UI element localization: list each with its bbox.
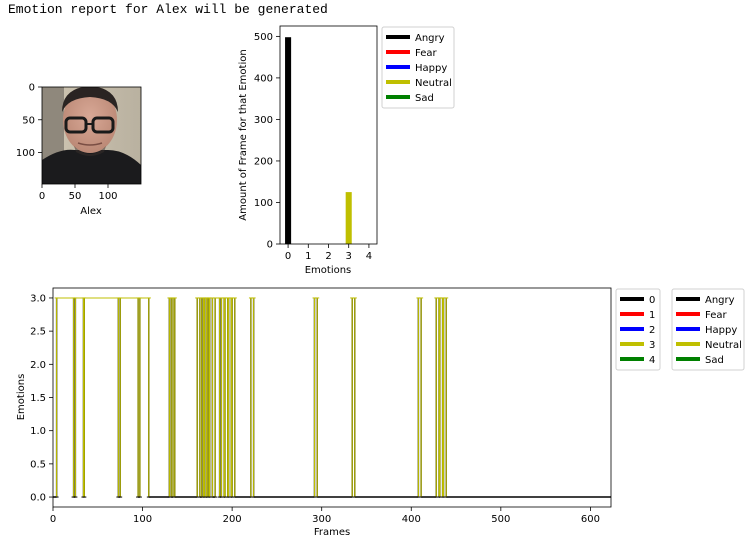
bar-legend-label: Happy [415,63,447,74]
series-angry-line [53,298,611,498]
bar-y-tick-label: 300 [254,115,273,126]
bar-chart-y-ticks: 0 100 200 300 400 500 [254,32,280,251]
timeline-xlabel: Frames [314,527,350,538]
timeline-series [53,297,611,498]
timeline-legend-emotions-label: Neutral [705,340,742,351]
face-image-xlabel: Alex [80,206,102,217]
timeline-y-tick-label: 1.0 [30,426,46,437]
face-image-panel: 0 50 100 0 50 100 Alex [16,83,142,217]
face-y-tick-label: 50 [22,115,35,126]
timeline-y-tick-label: 0.0 [30,493,46,504]
emotion-bar-chart: 0 1 2 3 4 0 100 200 300 400 500 Emotions Amount o… [238,25,455,276]
face-x-tick-label: 0 [39,191,45,202]
bar-legend-box [381,26,455,109]
timeline-x-tick-label: 500 [491,514,510,525]
bar-x-tick-label: 3 [346,251,352,262]
timeline-y-tick-label: 2.0 [30,360,46,371]
timeline-legend-emotions-label: Sad [705,355,724,366]
timeline-legend-emotions-label: Happy [705,325,737,336]
timeline-y-tick-label: 0.5 [30,459,46,470]
face-y-tick-label: 0 [29,83,35,94]
bar-y-tick-label: 200 [254,156,273,167]
report-title: Emotion report for Alex will be generate… [8,2,328,17]
bar-x-tick-label: 0 [285,251,291,262]
bar-y-tick-label: 0 [267,240,273,251]
bar-neutral [345,192,352,244]
timeline-ylabel: Emotions [16,374,27,421]
timeline-legend-values-label: 3 [649,340,655,351]
timeline-x-tick-label: 100 [133,514,152,525]
timeline-x-ticks: 0 100 200 300 400 500 600 [50,507,600,525]
timeline-x-tick-label: 300 [312,514,331,525]
timeline-chart-frame [52,287,612,508]
bar-x-tick-label: 1 [305,251,311,262]
face-image-ticks: 0 50 100 0 50 100 [16,83,118,203]
emotion-timeline-chart: 0 100 200 300 400 500 600 0.0 0.5 1.0 1.5 2.0 2.5 3.… [16,287,745,538]
face-y-tick-label: 100 [16,148,35,159]
bar-y-tick-label: 500 [254,32,273,43]
bar-chart-frame [279,25,378,245]
face-image-frame [41,86,142,185]
face-photo [42,87,141,184]
bar-legend-label: Angry [415,33,445,44]
bar-y-tick-label: 400 [254,73,273,84]
timeline-x-tick-label: 600 [581,514,600,525]
bar-legend-label: Neutral [415,78,452,89]
timeline-y-tick-label: 1.5 [30,393,46,404]
timeline-legend-emotions-label: Angry [705,295,735,306]
timeline-x-tick-label: 200 [223,514,242,525]
bar-legend-label: Sad [415,93,434,104]
bar-x-tick-label: 2 [325,251,331,262]
timeline-y-ticks: 0.0 0.5 1.0 1.5 2.0 2.5 3.0 [30,293,53,504]
timeline-legend-emotions-box [671,288,745,371]
timeline-x-tick-label: 0 [50,514,56,525]
timeline-legend-values: 0 1 2 3 4 [615,288,661,371]
timeline-y-tick-label: 3.0 [30,293,46,304]
bar-chart-legend: Angry Fear Happy Neutral Sad [381,26,455,109]
timeline-legend-values-label: 1 [649,310,655,321]
bar-legend-label: Fear [415,48,437,59]
face-x-tick-label: 50 [69,191,82,202]
bar-x-tick-label: 4 [366,251,372,262]
bar-angry [285,37,292,245]
bar-y-tick-label: 100 [254,198,273,209]
series-neutral-line [56,297,447,497]
face-x-tick-label: 100 [98,191,117,202]
bar-chart-xlabel: Emotions [305,265,352,276]
timeline-legend-values-label: 0 [649,295,655,306]
timeline-y-tick-label: 2.5 [30,327,46,338]
timeline-legend-values-label: 2 [649,325,655,336]
bar-chart-ylabel: Amount of Frame for that Emotion [238,49,249,220]
bar-chart-bars [285,37,352,245]
timeline-legend-values-label: 4 [649,355,655,366]
timeline-x-tick-label: 400 [402,514,421,525]
bar-chart-x-ticks: 0 1 2 3 4 [285,244,372,262]
timeline-legend-emotions: Angry Fear Happy Neutral Sad [671,288,745,371]
timeline-legend-emotions-label: Fear [705,310,727,321]
